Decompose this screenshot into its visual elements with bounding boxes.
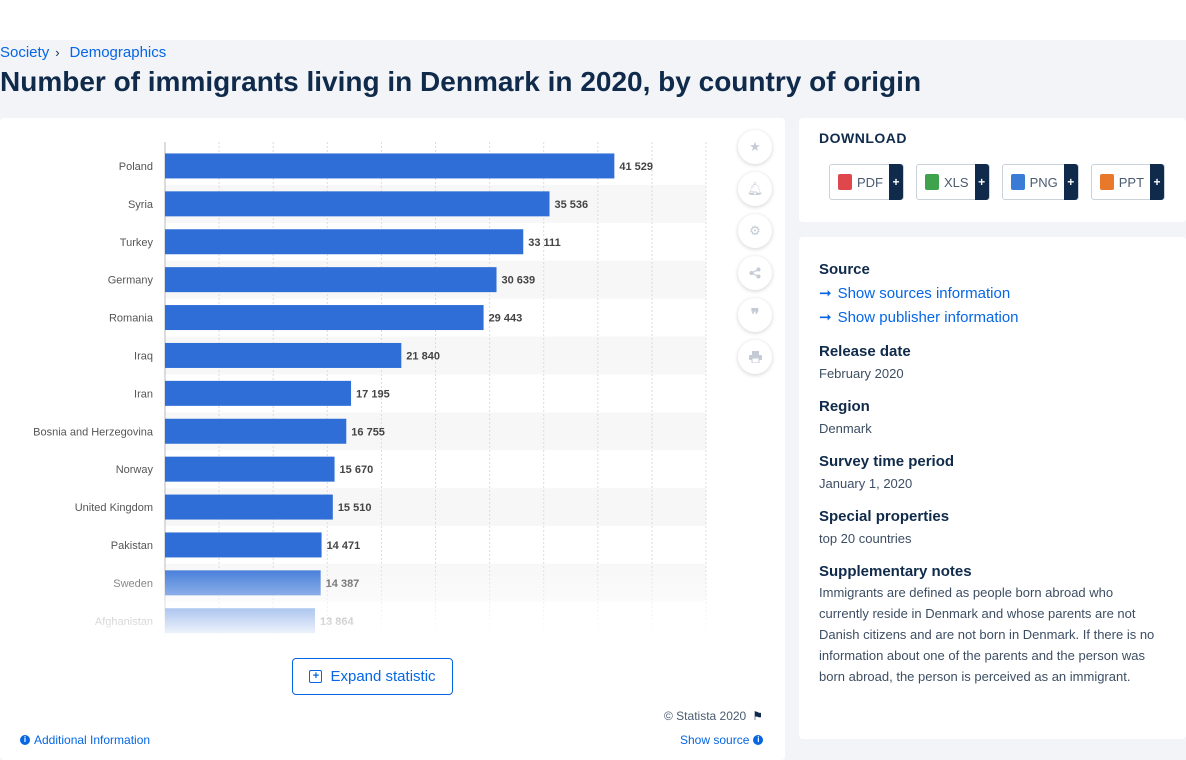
arrow-right-icon: ➞ bbox=[819, 309, 832, 326]
show-publisher-label: Show publisher information bbox=[837, 308, 1019, 326]
supplementary-notes-label: Supplementary notes bbox=[819, 563, 972, 580]
category-label: Syria bbox=[128, 199, 154, 211]
value-label: 21 840 bbox=[406, 350, 440, 362]
info-icon: i bbox=[753, 735, 764, 745]
value-label: 30 639 bbox=[502, 275, 536, 287]
bar-turkey[interactable] bbox=[165, 229, 524, 255]
release-date-value: February 2020 bbox=[819, 366, 904, 381]
category-label: Pakistan bbox=[111, 540, 153, 552]
value-label: 29 443 bbox=[489, 313, 523, 325]
png-label: PNG bbox=[1029, 174, 1058, 190]
source-label: Source bbox=[819, 261, 870, 278]
value-label: 17 195 bbox=[356, 388, 390, 400]
star-icon[interactable]: ★ bbox=[738, 130, 772, 164]
expand-label: Expand statistic bbox=[330, 668, 436, 685]
arrow-right-icon: ➞ bbox=[819, 285, 832, 302]
copyright: © Statista 2020 ⚑ bbox=[664, 709, 763, 723]
value-label: 15 670 bbox=[340, 464, 374, 476]
category-label: Turkey bbox=[120, 237, 154, 249]
chart-toolbar: ★ 🔔︎ ⚙ ❞ bbox=[738, 130, 772, 374]
ppt-file-icon bbox=[1099, 174, 1114, 190]
chart-fade-overlay bbox=[0, 560, 720, 640]
value-label: 16 755 bbox=[351, 426, 385, 438]
show-publisher-link[interactable]: ➞ Show publisher information bbox=[819, 308, 1019, 327]
expand-icon: + bbox=[309, 670, 323, 683]
bar-iraq[interactable] bbox=[165, 342, 402, 368]
info-icon: i bbox=[20, 735, 30, 745]
breadcrumb-separator: › bbox=[55, 45, 60, 60]
bar-germany[interactable] bbox=[165, 267, 497, 293]
survey-period-value: January 1, 2020 bbox=[819, 476, 913, 491]
survey-period-label: Survey time period bbox=[819, 453, 955, 470]
show-source-link[interactable]: Show source i bbox=[680, 733, 764, 747]
plus-icon: + bbox=[1150, 164, 1165, 200]
value-label: 35 536 bbox=[554, 199, 588, 211]
plus-icon: + bbox=[974, 164, 989, 200]
value-label: 33 111 bbox=[528, 237, 560, 249]
bar-bosnia-and-herzegovina[interactable] bbox=[165, 418, 347, 444]
release-date-label: Release date bbox=[819, 343, 911, 360]
value-label: 14 471 bbox=[327, 540, 361, 552]
breadcrumb-demographics[interactable]: Demographics bbox=[69, 44, 167, 61]
ppt-label: PPT bbox=[1118, 174, 1145, 190]
category-label: Poland bbox=[119, 161, 153, 173]
special-properties-label: Special properties bbox=[819, 508, 950, 525]
xls-label: XLS bbox=[944, 174, 969, 190]
share-icon[interactable] bbox=[738, 256, 772, 290]
download-panel: DOWNLOAD PDF + XLS + PNG + PPT + bbox=[799, 118, 1186, 222]
category-label: Romania bbox=[109, 313, 154, 325]
bar-iran[interactable] bbox=[165, 380, 352, 406]
download-pdf-button[interactable]: PDF + bbox=[829, 164, 904, 200]
quote-icon[interactable]: ❞ bbox=[738, 298, 772, 332]
category-label: Bosnia and Herzegovina bbox=[33, 426, 154, 438]
pdf-file-icon bbox=[838, 174, 852, 190]
pdf-label: PDF bbox=[857, 174, 883, 190]
category-label: United Kingdom bbox=[75, 502, 153, 514]
region-label: Region bbox=[819, 398, 870, 415]
special-properties-value: top 20 countries bbox=[819, 531, 912, 546]
bar-poland[interactable] bbox=[165, 153, 615, 179]
top-bar bbox=[0, 0, 1186, 40]
print-icon[interactable] bbox=[738, 340, 772, 374]
statistic-details-panel: Source ➞ Show sources information ➞ Show… bbox=[799, 237, 1186, 739]
flag-icon[interactable]: ⚑ bbox=[752, 709, 763, 723]
download-buttons: PDF + XLS + PNG + PPT + bbox=[829, 164, 1166, 200]
value-label: 15 510 bbox=[338, 502, 372, 514]
supplementary-notes-value: Immigrants are defined as people born ab… bbox=[819, 585, 1155, 684]
category-label: Iran bbox=[134, 388, 153, 400]
category-label: Iraq bbox=[134, 350, 153, 362]
download-png-button[interactable]: PNG + bbox=[1001, 164, 1079, 200]
breadcrumb-society[interactable]: Society bbox=[0, 44, 50, 61]
category-label: Norway bbox=[116, 464, 154, 476]
xls-file-icon bbox=[925, 174, 939, 190]
plus-icon: + bbox=[889, 164, 903, 200]
region-value: Denmark bbox=[819, 421, 872, 436]
plus-icon: + bbox=[1063, 164, 1078, 200]
expand-statistic-button[interactable]: + Expand statistic bbox=[292, 658, 453, 695]
bar-norway[interactable] bbox=[165, 456, 335, 482]
show-sources-label: Show sources information bbox=[837, 284, 1011, 302]
bell-icon[interactable]: 🔔︎ bbox=[738, 172, 772, 206]
bar-romania[interactable] bbox=[165, 305, 484, 331]
category-label: Germany bbox=[108, 275, 154, 287]
gear-icon[interactable]: ⚙ bbox=[738, 214, 772, 248]
bar-united-kingdom[interactable] bbox=[165, 494, 333, 520]
breadcrumb: Society › Demographics bbox=[0, 44, 166, 61]
download-ppt-button[interactable]: PPT + bbox=[1090, 164, 1166, 200]
copyright-text: © Statista 2020 bbox=[664, 709, 747, 723]
bar-pakistan[interactable] bbox=[165, 532, 322, 558]
show-source-label: Show source bbox=[680, 733, 750, 747]
value-label: 41 529 bbox=[619, 161, 653, 173]
page-title: Number of immigrants living in Denmark i… bbox=[0, 66, 922, 97]
bar-syria[interactable] bbox=[165, 191, 550, 217]
download-title: DOWNLOAD bbox=[819, 130, 907, 146]
additional-information-link[interactable]: i Additional Information bbox=[20, 733, 150, 747]
show-sources-link[interactable]: ➞ Show sources information bbox=[819, 284, 1011, 303]
download-xls-button[interactable]: XLS + bbox=[916, 164, 990, 200]
png-file-icon bbox=[1010, 174, 1025, 190]
additional-information-label: Additional Information bbox=[34, 733, 151, 747]
